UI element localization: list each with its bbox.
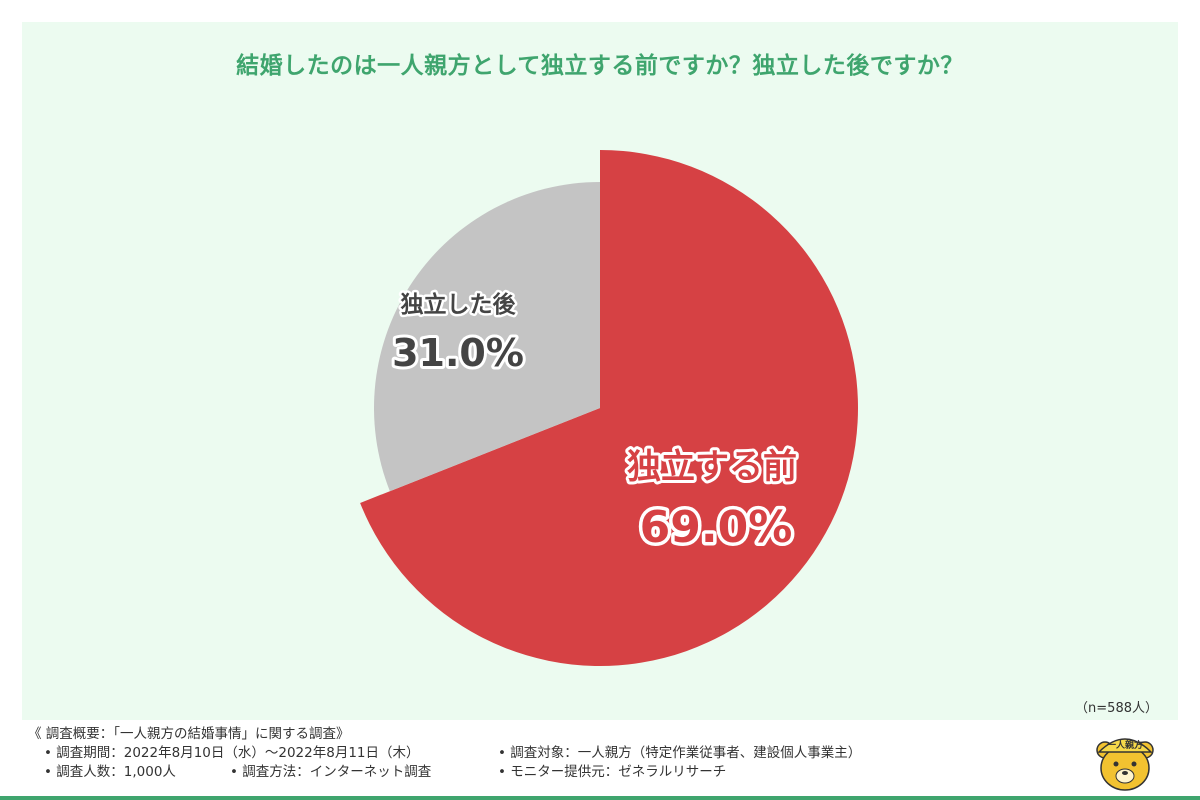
slice-label-after: 独立した後 [401, 291, 517, 318]
bear-mascot-icon: 一人親方 [1096, 738, 1154, 791]
sample-size: （n=588人） [1075, 701, 1158, 716]
survey-target: • 調査対象：一人親方（特定作業従事者、建設個人事業主） [498, 745, 862, 761]
slice-value-before: 69.0% [640, 502, 793, 553]
survey-overview: 《 調査概要：「一人親方の結婚事情」に関する調査》 [28, 726, 350, 742]
footer-accent-bar [0, 796, 1200, 800]
survey-method: • 調査方法：インターネット調査 [230, 764, 432, 780]
pie-slice-before [360, 150, 858, 666]
pie-slice-after [374, 182, 600, 492]
survey-provider: • モニター提供元：ゼネラルリサーチ [498, 764, 727, 780]
survey-footer: 《 調査概要：「一人親方の結婚事情」に関する調査》 • 調査期間：2022年8月… [0, 722, 1200, 800]
survey-count: • 調査人数：1,000人 [44, 764, 176, 780]
slice-value-after: 31.0% [392, 331, 524, 375]
chart-title: 結婚したのは一人親方として独立する前ですか？独立した後ですか？ [236, 53, 964, 79]
slice-label-before: 独立する前 [627, 447, 797, 487]
mascot-helmet-text: 一人親方 [1107, 739, 1143, 751]
survey-period: • 調査期間：2022年8月10日（水）〜2022年8月11日（木） [44, 745, 420, 761]
